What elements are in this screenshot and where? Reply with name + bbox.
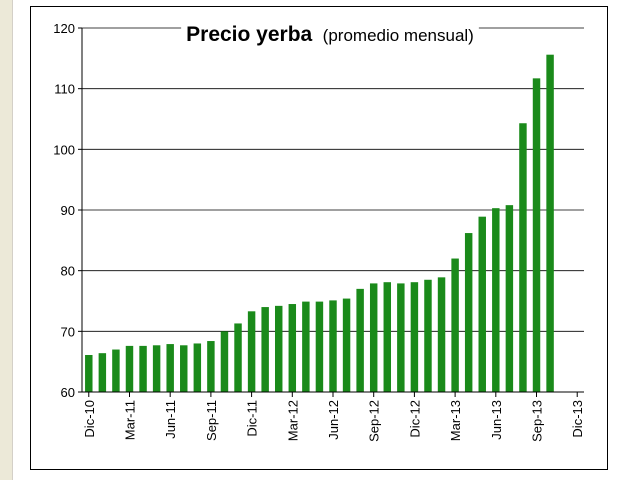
x-tick-label: Sep-13: [530, 400, 545, 442]
chart-title: Precio yerba (promedio mensual): [186, 23, 474, 46]
x-tick-label: Dic-12: [407, 400, 422, 438]
bar: [356, 288, 364, 392]
bar: [315, 301, 324, 392]
bar: [478, 216, 486, 392]
bar: [532, 78, 541, 392]
y-tick-label: 100: [53, 142, 75, 157]
bar: [166, 344, 174, 392]
bar: [397, 283, 405, 392]
x-tick-label: Jun-13: [489, 400, 504, 440]
y-tick-label: 60: [61, 385, 75, 400]
bar: [492, 208, 500, 392]
bar: [329, 300, 337, 392]
bars: [85, 54, 554, 393]
bar: [302, 301, 310, 392]
bar: [383, 282, 392, 392]
x-tick-label: Dic-10: [82, 400, 97, 438]
x-tick-label: Mar-12: [285, 400, 300, 441]
bar: [220, 331, 229, 392]
bar: [437, 277, 446, 392]
bar: [139, 345, 147, 392]
bar: [369, 283, 378, 392]
bar: [261, 307, 269, 392]
y-tick-label: 120: [53, 21, 75, 36]
bar: [451, 258, 459, 392]
x-tick-label: Jun-12: [326, 400, 341, 440]
bar: [424, 279, 432, 392]
bar: [85, 354, 93, 392]
axes: 60 70 80 90 100 110 120 Dic-10 Mar-11 Jun-11 Sep-1…: [53, 21, 585, 442]
bar: [274, 305, 283, 392]
x-tick-label: Mar-13: [448, 400, 463, 441]
bar: [288, 304, 297, 392]
chart-title-main: Precio yerba: [186, 23, 312, 46]
bar: [546, 54, 554, 393]
bar: [410, 282, 419, 392]
y-tick-label: 70: [61, 324, 75, 339]
chart-title-group: Precio yerba (promedio mensual): [181, 21, 479, 48]
x-tick-label: Dic-11: [245, 400, 260, 437]
x-tick-label: Mar-11: [122, 400, 137, 440]
y-tick-label: 90: [61, 203, 75, 218]
title-background: [181, 21, 479, 48]
bar: [152, 345, 161, 392]
bar: [519, 123, 527, 392]
chart-title-subtitle: (promedio mensual): [323, 26, 474, 45]
bar: [193, 343, 202, 392]
bar: [464, 233, 473, 392]
y-tick-label: 80: [61, 264, 75, 279]
y-tick-label: 110: [54, 82, 75, 97]
x-tick-label: Dic-13: [570, 400, 585, 438]
x-tick-label: Sep-12: [367, 400, 382, 442]
x-tick-label: Sep-11: [204, 400, 219, 441]
bar: [505, 205, 514, 392]
x-tick-label: Jun-11: [163, 400, 178, 439]
bar: [234, 323, 242, 392]
window-left-edge: [0, 0, 13, 480]
bar: [180, 345, 188, 392]
bar: [247, 311, 256, 392]
bar: [207, 341, 215, 392]
bar: [342, 298, 351, 392]
bar: [112, 349, 120, 392]
bar: [98, 353, 107, 392]
bar: [125, 345, 134, 392]
